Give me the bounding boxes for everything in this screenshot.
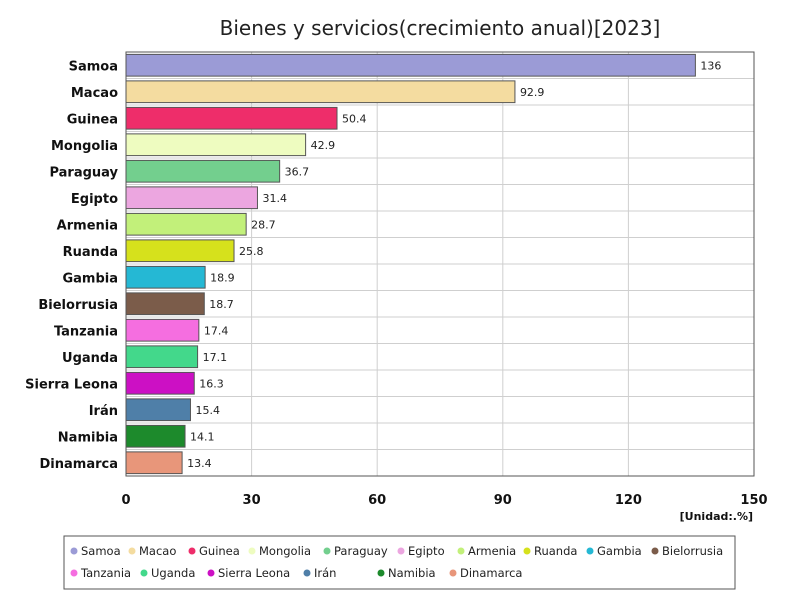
- legend-marker: [140, 569, 148, 577]
- data-label: 42.9: [311, 139, 336, 152]
- bar-namibia: [125, 424, 186, 448]
- category-label: Guinea: [67, 112, 118, 127]
- data-label: 28.7: [251, 218, 276, 231]
- legend-marker: [457, 547, 465, 555]
- legend-entry: Gambia: [597, 544, 642, 558]
- data-label: 16.3: [199, 377, 224, 390]
- data-label: 92.9: [520, 86, 545, 99]
- unit-label: [Unidad:.%]: [680, 510, 753, 523]
- chart-title: Bienes y servicios(crecimiento anual)[20…: [220, 16, 661, 40]
- bar-ruanda: [125, 239, 235, 263]
- legend-marker: [248, 547, 256, 555]
- bar-macao: [125, 80, 516, 104]
- legend-marker: [523, 547, 531, 555]
- data-label: 15.4: [195, 404, 220, 417]
- legend-entry: Egipto: [408, 544, 445, 558]
- data-label: 14.1: [190, 430, 215, 443]
- legend-entry: Irán: [314, 566, 336, 580]
- legend-marker: [397, 547, 405, 555]
- legend-marker: [70, 547, 78, 555]
- bar-egipto: [125, 186, 258, 210]
- legend-entry: Tanzania: [80, 566, 131, 580]
- category-label: Egipto: [71, 192, 118, 207]
- category-label: Irán: [89, 404, 118, 419]
- category-label: Ruanda: [63, 245, 118, 260]
- plot-area-frame: [125, 51, 755, 477]
- legend-marker: [651, 547, 659, 555]
- legend-entry: Samoa: [81, 544, 121, 558]
- legend-entry: Bielorrusia: [662, 544, 723, 558]
- legend-entry: Uganda: [151, 566, 195, 580]
- legend-marker: [323, 547, 331, 555]
- legend-marker: [188, 547, 196, 555]
- category-label: Samoa: [69, 59, 118, 74]
- x-tick-label: 0: [121, 493, 130, 508]
- bar-irán: [125, 398, 191, 422]
- data-label: 13.4: [187, 457, 212, 470]
- x-axis-ticks: 0 30 60 90 120 150: [121, 493, 767, 508]
- category-label: Armenia: [57, 218, 118, 233]
- legend-entry: Namibia: [388, 566, 436, 580]
- legend-entry: Dinamarca: [460, 566, 522, 580]
- category-label: Tanzania: [54, 324, 118, 339]
- legend-entry: Sierra Leona: [218, 566, 290, 580]
- x-tick-label: 90: [494, 493, 512, 508]
- bar-armenia: [125, 212, 247, 236]
- category-label: Gambia: [62, 271, 118, 286]
- data-label: 136: [700, 59, 721, 72]
- bar-mongolia: [125, 133, 307, 157]
- category-label: Macao: [71, 86, 118, 101]
- legend-marker: [128, 547, 136, 555]
- category-label: Sierra Leona: [25, 377, 118, 392]
- category-label: Paraguay: [49, 165, 118, 180]
- data-label: 50.4: [342, 112, 367, 125]
- x-tick-label: 60: [368, 493, 386, 508]
- legend-entry: Ruanda: [534, 544, 577, 558]
- legend-entry: Armenia: [468, 544, 516, 558]
- data-label: 31.4: [262, 192, 287, 205]
- data-label: 17.1: [203, 351, 228, 364]
- category-label: Mongolia: [51, 139, 118, 154]
- bar-dinamarca: [125, 451, 183, 475]
- legend: Samoa Macao Guinea Mongolia Paraguay Egipto Ar…: [63, 535, 736, 590]
- legend-entry: Guinea: [199, 544, 240, 558]
- bar-bielorrusia: [125, 292, 205, 316]
- bar-paraguay: [125, 159, 281, 183]
- bar-gambia: [125, 265, 206, 289]
- legend-marker: [586, 547, 594, 555]
- x-tick-label: 120: [615, 493, 642, 508]
- bar-samoa: [125, 53, 696, 77]
- data-label: 18.9: [210, 271, 235, 284]
- legend-marker: [207, 569, 215, 577]
- bar-sierra-leona: [125, 371, 195, 395]
- legend-marker: [449, 569, 457, 577]
- bar-tanzania: [125, 318, 200, 342]
- legend-box: [63, 535, 736, 590]
- category-label: Dinamarca: [40, 457, 118, 472]
- bar-guinea: [125, 106, 338, 130]
- x-tick-label: 150: [740, 493, 767, 508]
- bar-uganda: [125, 345, 199, 369]
- x-tick-label: 30: [243, 493, 261, 508]
- legend-entry: Paraguay: [334, 544, 388, 558]
- data-label: 17.4: [204, 324, 229, 337]
- legend-entry: Mongolia: [259, 544, 311, 558]
- data-label: 36.7: [285, 165, 310, 178]
- legend-marker: [303, 569, 311, 577]
- category-label: Bielorrusia: [38, 298, 118, 313]
- legend-marker: [70, 569, 78, 577]
- category-label: Namibia: [58, 430, 118, 445]
- category-labels: Samoa Macao Guinea Mongolia Paraguay Egipto Ar…: [25, 59, 118, 472]
- legend-marker: [377, 569, 385, 577]
- data-label: 18.7: [209, 298, 234, 311]
- category-label: Uganda: [62, 351, 118, 366]
- legend-entry: Macao: [139, 544, 176, 558]
- data-label: 25.8: [239, 245, 263, 258]
